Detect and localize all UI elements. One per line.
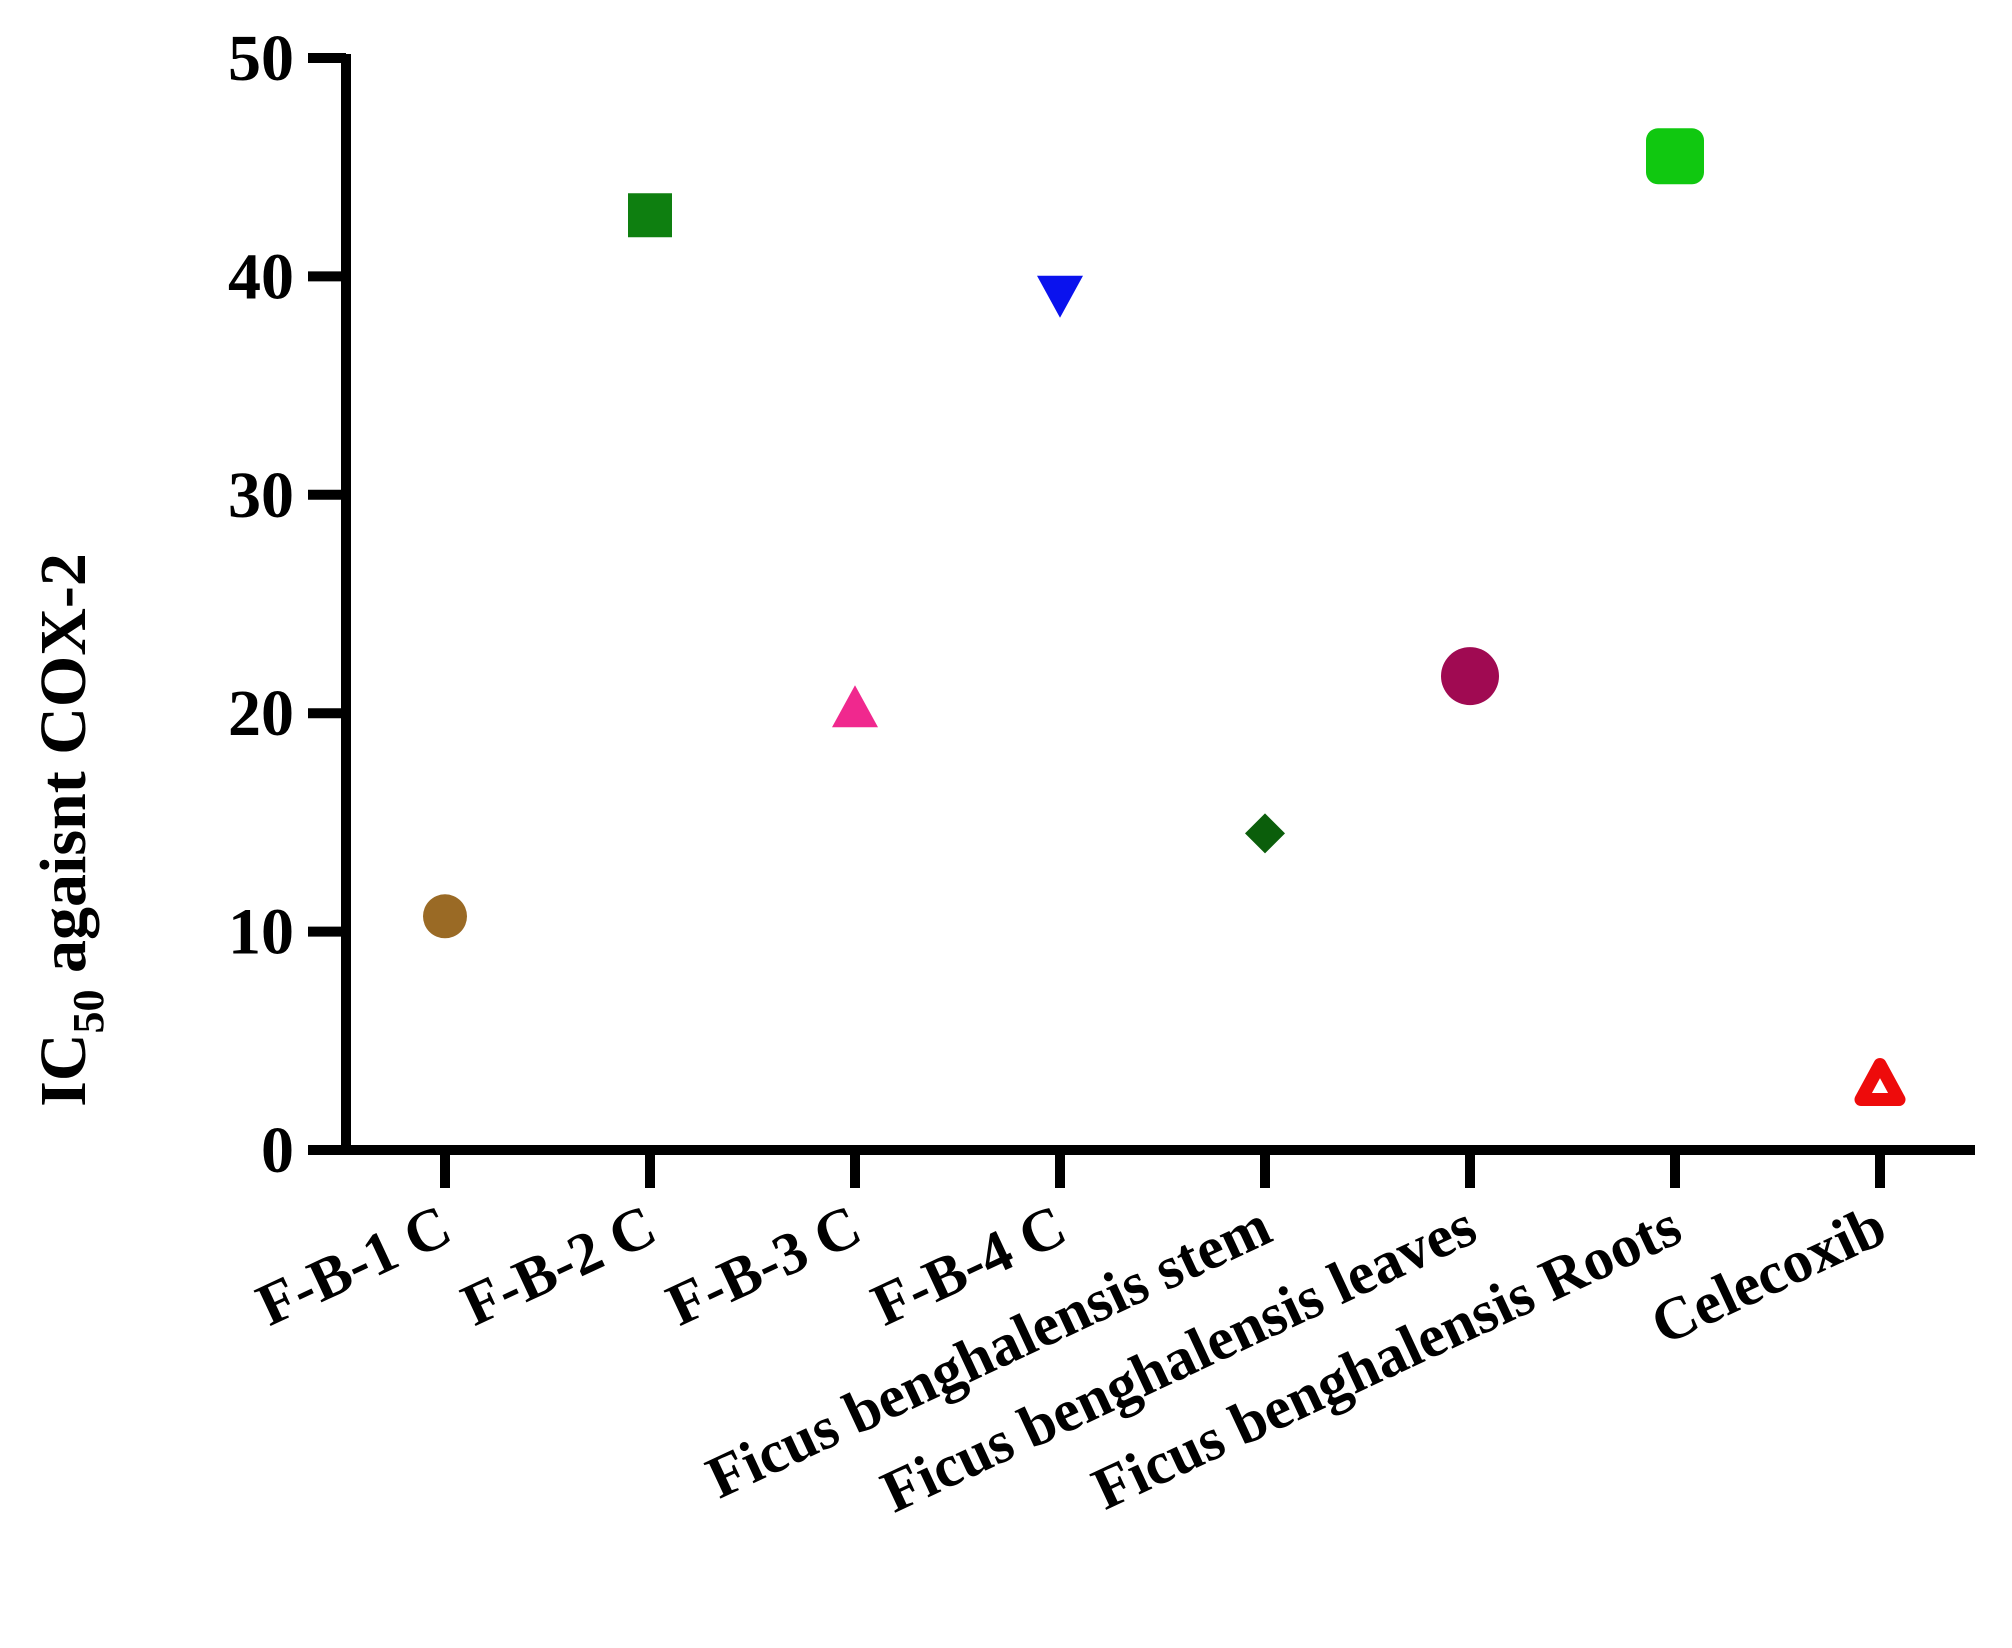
x-tick-label: Celecoxib: [1641, 1192, 1895, 1357]
y-tick-label: 20: [228, 677, 294, 750]
data-point: [628, 193, 672, 238]
data-point: [1245, 813, 1285, 854]
data-point: [423, 894, 467, 939]
y-tick-label: 50: [228, 22, 294, 95]
data-points: [423, 128, 1906, 1106]
data-point: [1646, 128, 1704, 185]
y-axis: 0 10 20 30 40 50: [228, 22, 351, 1187]
y-axis-title-main: IC: [27, 1034, 100, 1107]
data-point: [1037, 275, 1083, 318]
y-axis-title-rest: agaisnt COX-2: [27, 553, 100, 989]
x-tick-label: F-B-1 C: [247, 1192, 461, 1338]
x-tick-label: F-B-2 C: [452, 1192, 666, 1338]
y-tick-label: 10: [228, 896, 294, 969]
data-point: [1441, 647, 1499, 706]
y-axis-title-subscript: 50: [64, 990, 113, 1034]
data-point: [1854, 1057, 1906, 1106]
data-point: [832, 685, 878, 728]
y-tick-label: 30: [228, 459, 294, 532]
x-tick-label: F-B-3 C: [657, 1192, 871, 1338]
y-axis-title: IC50 agaisnt COX-2: [27, 553, 113, 1107]
y-tick-label: 40: [228, 240, 294, 313]
y-tick-label: 0: [261, 1114, 294, 1187]
